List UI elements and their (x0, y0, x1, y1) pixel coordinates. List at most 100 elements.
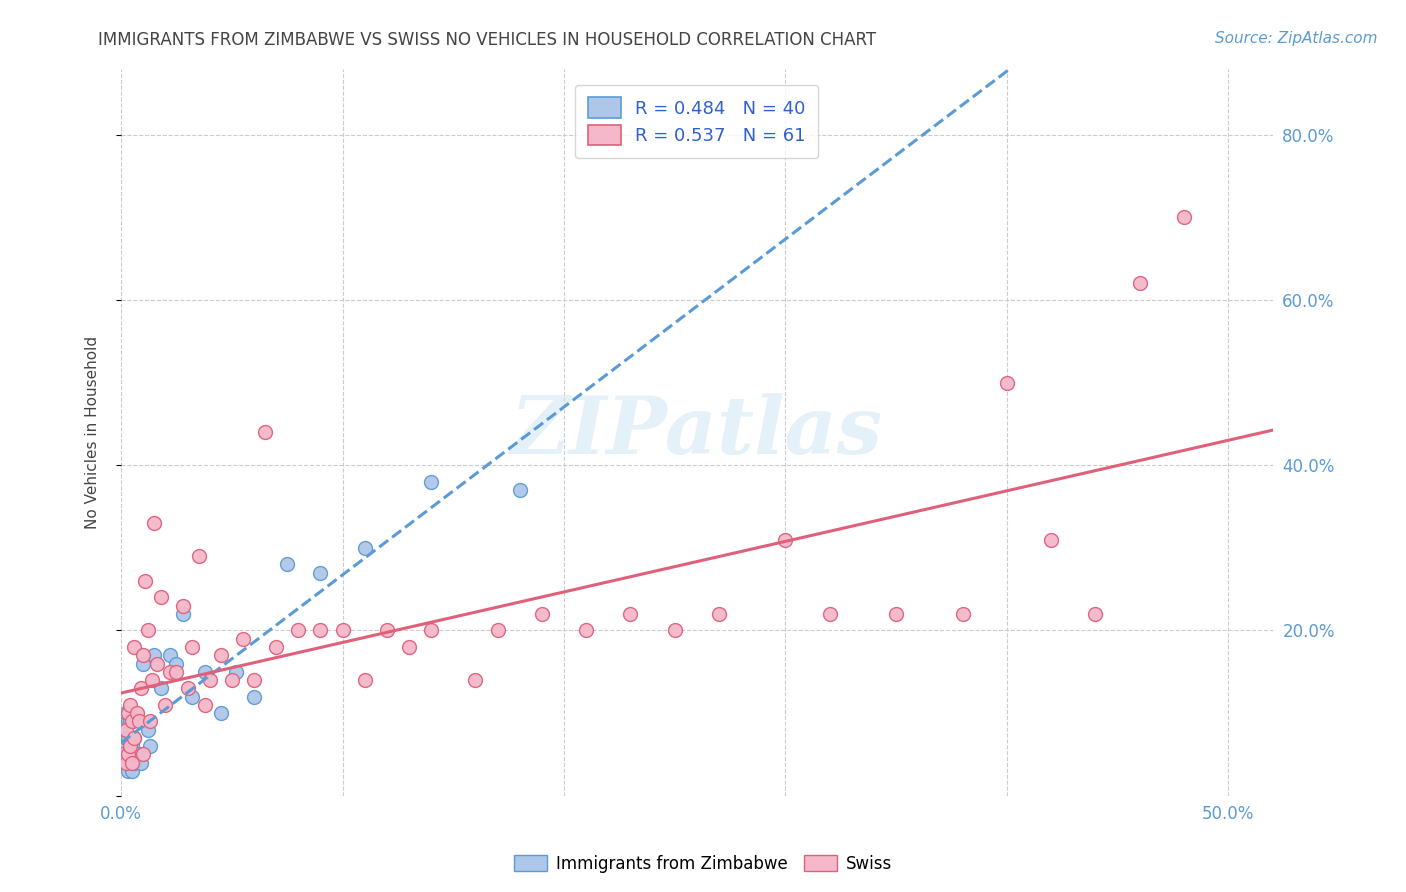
Point (145, 657, 167, 671)
Point (150, 681, 173, 696)
Point (114, 706, 136, 720)
Point (243, 690, 266, 704)
Point (353, 541, 375, 555)
Point (420, 624, 443, 638)
Point (172, 607, 194, 621)
Point (143, 648, 166, 663)
Point (118, 739, 141, 754)
Point (276, 558, 298, 572)
Point (124, 731, 146, 745)
Point (486, 624, 509, 638)
Point (121, 764, 143, 778)
Point (264, 640, 287, 654)
Legend: R = 0.484   N = 40, R = 0.537   N = 61: R = 0.484 N = 40, R = 0.537 N = 61 (575, 85, 818, 158)
Point (464, 673, 486, 687)
Point (575, 624, 598, 638)
Point (818, 607, 841, 621)
Point (118, 739, 141, 754)
Point (143, 516, 166, 530)
Point (287, 624, 309, 638)
Point (1129, 277, 1152, 291)
Point (150, 591, 173, 605)
Point (129, 756, 152, 770)
Point (128, 714, 150, 729)
Point (132, 648, 155, 663)
Point (139, 714, 162, 729)
Point (398, 640, 420, 654)
Point (112, 756, 135, 770)
Text: ZIPatlas: ZIPatlas (510, 393, 883, 471)
Point (117, 706, 139, 720)
Point (118, 714, 141, 729)
Point (112, 723, 135, 737)
Point (114, 731, 136, 745)
Point (117, 764, 139, 778)
Point (125, 747, 148, 762)
Point (114, 723, 136, 737)
Point (181, 640, 204, 654)
Point (124, 756, 146, 770)
Point (353, 673, 375, 687)
Point (117, 731, 139, 745)
Point (117, 747, 139, 762)
Point (254, 425, 277, 439)
Point (141, 673, 163, 687)
Point (176, 681, 198, 696)
Point (530, 607, 553, 621)
Point (129, 681, 152, 696)
Point (209, 648, 232, 663)
Point (117, 714, 139, 729)
Point (194, 665, 217, 679)
Point (172, 599, 194, 613)
Point (221, 673, 243, 687)
Point (509, 483, 531, 497)
Point (995, 376, 1018, 390)
Point (114, 756, 136, 770)
Point (309, 624, 332, 638)
Point (121, 756, 143, 770)
Point (132, 657, 155, 671)
Point (309, 566, 332, 580)
Y-axis label: No Vehicles in Household: No Vehicles in Household (86, 335, 100, 529)
Point (181, 690, 204, 704)
Point (1084, 607, 1107, 621)
Point (232, 632, 254, 646)
Point (136, 624, 159, 638)
Point (159, 648, 181, 663)
Point (225, 665, 247, 679)
Point (136, 723, 159, 737)
Text: Source: ZipAtlas.com: Source: ZipAtlas.com (1215, 31, 1378, 46)
Point (117, 747, 139, 762)
Point (619, 607, 641, 621)
Point (139, 739, 162, 754)
Point (166, 657, 188, 671)
Point (707, 607, 730, 621)
Point (1040, 533, 1063, 547)
Point (155, 698, 177, 712)
Point (121, 714, 143, 729)
Point (114, 756, 136, 770)
Text: IMMIGRANTS FROM ZIMBABWE VS SWISS NO VEHICLES IN HOUSEHOLD CORRELATION CHART: IMMIGRANTS FROM ZIMBABWE VS SWISS NO VEH… (98, 31, 876, 49)
Point (121, 714, 143, 729)
Point (124, 640, 146, 654)
Point (332, 624, 354, 638)
Legend: Immigrants from Zimbabwe, Swiss: Immigrants from Zimbabwe, Swiss (508, 848, 898, 880)
Point (775, 533, 797, 547)
Point (118, 756, 141, 770)
Point (420, 475, 443, 489)
Point (159, 665, 181, 679)
Point (243, 673, 266, 687)
Point (187, 549, 209, 563)
Point (198, 673, 221, 687)
Point (114, 739, 136, 754)
Point (166, 665, 188, 679)
Point (194, 698, 217, 712)
Point (121, 739, 143, 754)
Point (118, 698, 141, 712)
Point (124, 731, 146, 745)
Point (132, 747, 155, 762)
Point (209, 706, 232, 720)
Point (952, 607, 974, 621)
Point (112, 739, 135, 754)
Point (125, 706, 148, 720)
